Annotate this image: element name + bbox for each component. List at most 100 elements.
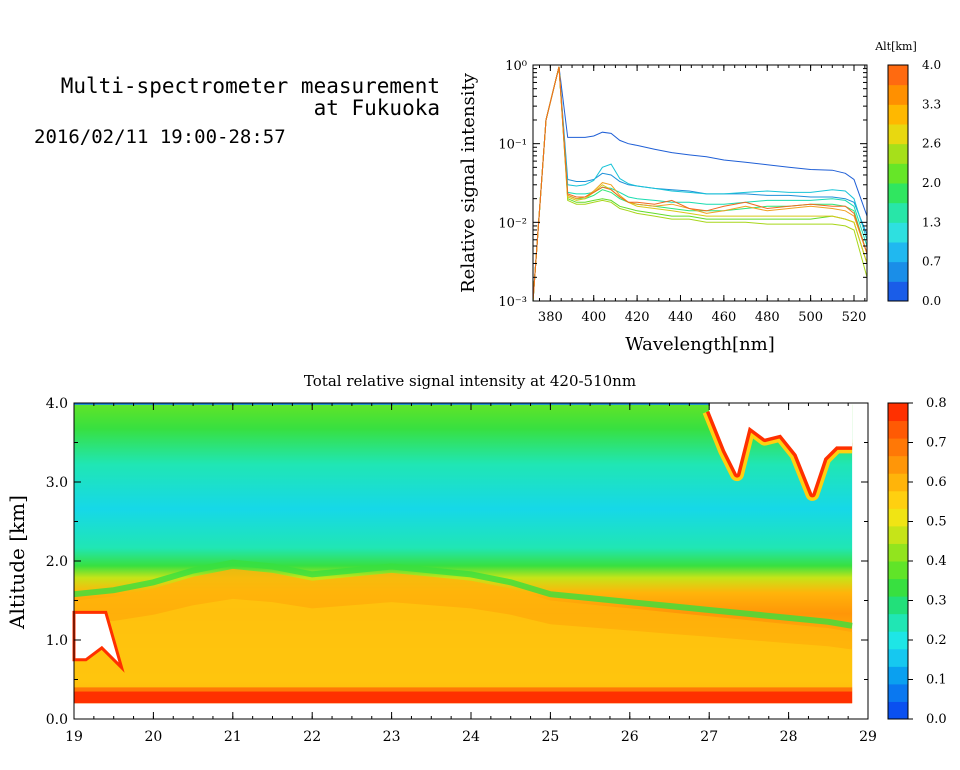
surface-band-edge — [74, 687, 853, 692]
spectrum-y-tick-label: 10⁻² — [498, 216, 527, 231]
heatmap-x-tick-label: 19 — [65, 729, 83, 745]
heatmap-x-tick-label: 25 — [541, 729, 559, 745]
intensity-colorbar-label: 0.8 — [926, 396, 947, 411]
altitude-colorbar-swatch — [888, 222, 908, 243]
heatmap-x-tick-label: 21 — [224, 729, 242, 745]
altitude-colorbar-swatch — [888, 281, 908, 302]
intensity-colorbar-swatch — [888, 701, 908, 720]
spectrum-x-axis-label: Wavelength[nm] — [625, 334, 775, 355]
intensity-colorbar-swatch — [888, 438, 908, 457]
altitude-colorbar-label: 2.6 — [922, 137, 941, 151]
intensity-colorbar-swatch — [888, 666, 908, 685]
intensity-colorbar-swatch — [888, 543, 908, 562]
spectrum-series-line — [532, 66, 868, 302]
altitude-colorbar-swatch — [888, 242, 908, 263]
spectrum-series-line — [532, 66, 868, 302]
altitude-colorbar-swatch — [888, 104, 908, 125]
spectrum-x-tick-label: 440 — [668, 310, 693, 325]
boundary-layer-core — [74, 598, 853, 692]
spectrum-series-line — [532, 66, 868, 302]
intensity-colorbar-label: 0.3 — [926, 594, 947, 609]
spectrum-series-line — [532, 66, 868, 302]
altitude-colorbar-swatch — [888, 84, 908, 105]
intensity-colorbar-swatch — [888, 631, 908, 650]
spectrum-series-line — [532, 66, 868, 302]
heatmap-title: Total relative signal intensity at 420-5… — [304, 372, 636, 390]
heatmap-y-tick-label: 3.0 — [46, 475, 68, 491]
page-title-line2: at Fukuoka — [313, 96, 440, 120]
intensity-colorbar-label: 0.7 — [926, 436, 947, 451]
altitude-colorbar-swatch — [888, 183, 908, 204]
altitude-colorbar-frame — [887, 64, 909, 302]
altitude-colorbar-swatch — [888, 163, 908, 184]
altitude-colorbar-swatch — [888, 143, 908, 164]
heatmap-y-tick-label: 1.0 — [46, 633, 68, 649]
spectrum-plot-frame — [532, 64, 868, 302]
altitude-colorbar-label: 0.7 — [922, 255, 941, 269]
spectrum-series-line — [532, 66, 868, 302]
intensity-heatmap: Total relative signal intensity at 420-5… — [5, 372, 947, 745]
spectrum-x-tick-label: 460 — [711, 310, 736, 325]
heatmap-x-tick-label: 28 — [780, 729, 798, 745]
spectrum-series-line — [532, 66, 868, 302]
heatmap-x-tick-label: 29 — [859, 729, 877, 745]
intensity-colorbar-swatch — [888, 525, 908, 544]
intensity-colorbar-swatch — [888, 613, 908, 632]
spectrum-x-tick-label: 380 — [538, 310, 563, 325]
spectrum-series-line — [532, 66, 868, 302]
intensity-colorbar-label: 0.4 — [926, 554, 947, 569]
spectrum-x-tick-label: 400 — [581, 310, 606, 325]
heatmap-x-tick-label: 23 — [383, 729, 401, 745]
altitude-colorbar-label: 4.0 — [922, 58, 941, 72]
surface-band — [74, 691, 853, 704]
heatmap-y-tick-label: 0.0 — [46, 712, 68, 728]
spectrum-x-tick-label: 500 — [798, 310, 823, 325]
spectrum-x-tick-label: 520 — [842, 310, 867, 325]
intensity-colorbar-swatch — [888, 420, 908, 439]
intensity-colorbar-label: 0.0 — [926, 712, 947, 727]
altitude-colorbar-label: 1.3 — [922, 215, 941, 229]
altitude-colorbar-swatch — [888, 65, 908, 86]
measurement-datetime: 2016/02/11 19:00-28:57 — [34, 126, 286, 148]
spectrum-y-tick-label: 10⁻¹ — [498, 138, 527, 153]
spectrum-x-tick-label: 480 — [755, 310, 780, 325]
intensity-colorbar-swatch — [888, 648, 908, 667]
intensity-colorbar-label: 0.5 — [926, 515, 947, 530]
intensity-colorbar-label: 0.1 — [926, 673, 947, 688]
spectrum-x-tick-label: 420 — [625, 310, 650, 325]
spectrum-y-tick-label: 10⁻³ — [498, 295, 527, 310]
spectrum-line-chart: 380 400 420 440 460 480 500 520 10⁻³ 10⁻² 10⁻¹ 10⁰… — [458, 40, 941, 355]
altitude-colorbar-swatch — [888, 202, 908, 223]
altitude-colorbar-swatch — [888, 261, 908, 282]
intensity-colorbar-swatch — [888, 508, 908, 527]
intensity-colorbar-label: 0.6 — [926, 475, 947, 490]
heatmap-y-axis-label: Altitude [km] — [5, 495, 29, 630]
intensity-colorbar-swatch — [888, 578, 908, 597]
altitude-colorbar-title: Alt[km] — [874, 40, 917, 53]
spectrum-series-line — [532, 66, 868, 302]
spectrum-y-tick-label: 10⁰ — [505, 59, 527, 74]
heatmap-x-tick-label: 20 — [144, 729, 162, 745]
altitude-colorbar-label: 2.0 — [922, 176, 941, 190]
altitude-colorbar-label: 0.0 — [922, 294, 941, 308]
intensity-colorbar-swatch — [888, 473, 908, 492]
intensity-colorbar-swatch — [888, 403, 908, 422]
intensity-colorbar-label: 0.2 — [926, 633, 947, 648]
heatmap-x-tick-label: 27 — [700, 729, 718, 745]
altitude-colorbar-label: 3.3 — [922, 97, 941, 111]
intensity-colorbar-swatch — [888, 455, 908, 474]
heatmap-x-tick-label: 24 — [462, 729, 480, 745]
heatmap-y-tick-label: 2.0 — [46, 554, 68, 570]
intensity-colorbar-swatch — [888, 683, 908, 702]
cloud-blank-region — [709, 403, 853, 494]
page-title-line1: Multi-spectrometer measurement — [60, 74, 440, 98]
heatmap-y-tick-label: 4.0 — [46, 396, 68, 412]
boundary-layer-edge — [73, 559, 853, 629]
intensity-colorbar-swatch — [888, 596, 908, 615]
altitude-colorbar-swatch — [888, 124, 908, 145]
spectrum-y-axis-label: Relative signal intensity — [458, 72, 479, 293]
heatmap-x-tick-label: 22 — [303, 729, 321, 745]
spectrum-series-line — [532, 66, 868, 302]
heatmap-x-tick-label: 26 — [621, 729, 639, 745]
